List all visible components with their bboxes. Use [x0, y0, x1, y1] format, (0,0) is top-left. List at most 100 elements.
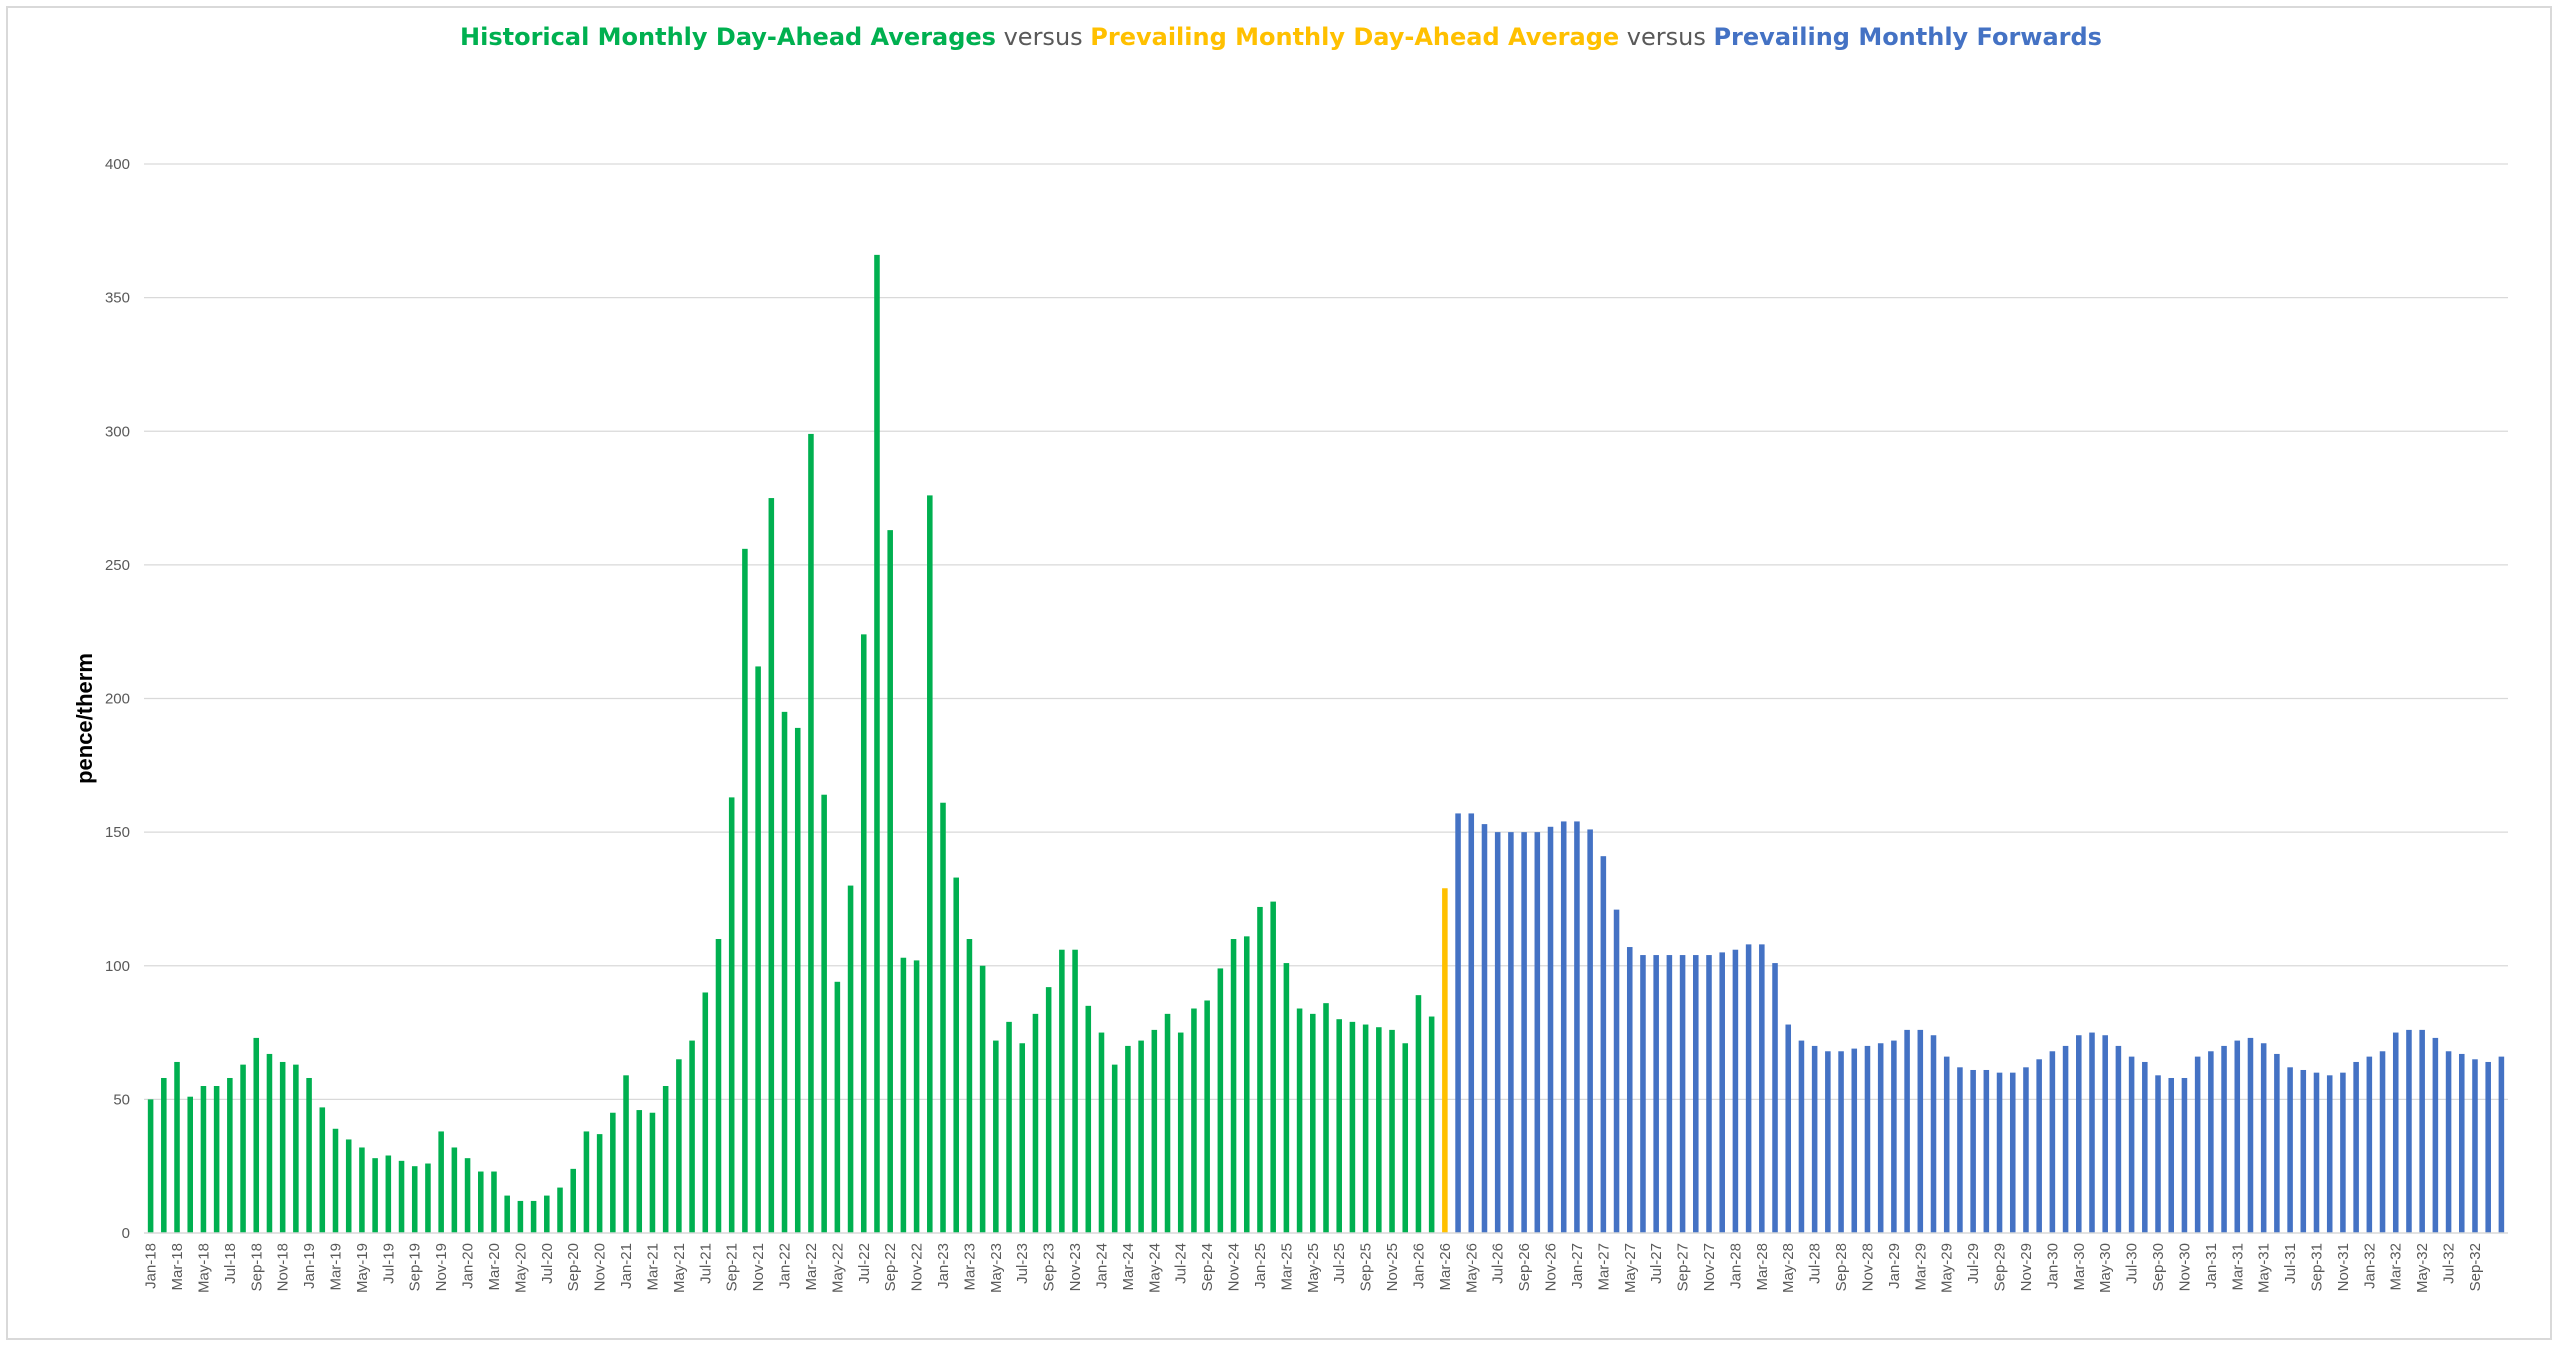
bar: [715, 939, 722, 1233]
bar: [1957, 1067, 1963, 1233]
x-tick-label: Sep-19: [407, 1243, 424, 1291]
x-tick-label: Nov-29: [2018, 1243, 2035, 1291]
bar: [2432, 1037, 2439, 1233]
bar: [979, 965, 986, 1233]
bar: [1798, 1040, 1805, 1233]
bar: [1389, 1029, 1395, 1233]
bar: [1376, 1027, 1382, 1233]
x-tick-label: Jan-23: [935, 1243, 952, 1289]
bar: [200, 1086, 207, 1233]
bar: [385, 1155, 392, 1233]
bar: [1125, 1045, 1131, 1233]
bar: [1296, 1008, 1303, 1233]
x-tick-label: Jul-20: [539, 1243, 556, 1284]
bar: [610, 1112, 616, 1233]
y-tick-label: 150: [105, 824, 130, 841]
x-tick-label: Jan-27: [1569, 1243, 1586, 1289]
bar: [1772, 963, 1778, 1233]
x-tick-label: Jan-32: [2361, 1243, 2378, 1289]
x-tick-label: Mar-31: [2229, 1243, 2246, 1291]
bar: [161, 1077, 167, 1233]
bar: [1455, 813, 1461, 1233]
bar: [1059, 949, 1065, 1233]
bar: [689, 1040, 695, 1233]
x-tick-label: May-32: [2414, 1243, 2431, 1293]
bar: [1693, 955, 1699, 1233]
x-tick-label: Mar-20: [486, 1243, 503, 1291]
bar: [411, 1166, 418, 1233]
bar: [1653, 955, 1659, 1233]
bar: [1970, 1069, 1976, 1233]
bar: [887, 530, 893, 1233]
x-tick-label: Jul-26: [1490, 1243, 1507, 1284]
bar: [676, 1059, 682, 1233]
bar: [187, 1096, 193, 1233]
bar: [2234, 1040, 2241, 1233]
y-tick-label: 400: [105, 156, 130, 173]
bar: [636, 1110, 643, 1233]
y-tick-label: 200: [105, 691, 130, 708]
bar: [1085, 1005, 1092, 1233]
x-tick-label: Nov-26: [1543, 1243, 1560, 1291]
x-tick-label: May-19: [354, 1243, 371, 1293]
x-tick-label: Sep-25: [1358, 1243, 1375, 1291]
bar: [1217, 968, 1224, 1233]
bar: [1032, 1013, 1039, 1233]
bar: [1336, 1019, 1342, 1233]
y-tick-label: 300: [105, 423, 130, 440]
chart-title-part-1: versus: [996, 23, 1090, 51]
x-tick-label: Jul-23: [1014, 1243, 1031, 1284]
x-tick-label: Jan-19: [301, 1243, 318, 1289]
y-tick-label: 250: [105, 557, 130, 574]
x-axis-ticks: Jan-18 Mar-18 May-18 Jul-18 Sep-18 Nov-18 Jan-…: [143, 1243, 2484, 1293]
x-tick-label: May-24: [1146, 1243, 1163, 1293]
bar: [1019, 1043, 1026, 1233]
bar: [2009, 1072, 2016, 1233]
bar: [2247, 1037, 2254, 1233]
x-tick-label: Nov-25: [1384, 1243, 1401, 1291]
chart-frame: Historical Monthly Day-Ahead Averages ve…: [6, 6, 2552, 1340]
x-tick-label: Nov-30: [2176, 1243, 2193, 1291]
bar: [768, 498, 775, 1233]
bar: [1164, 1013, 1171, 1233]
x-tick-label: Sep-20: [565, 1243, 582, 1291]
bar: [2221, 1045, 2227, 1233]
x-tick-label: May-23: [988, 1243, 1005, 1293]
bar: [662, 1086, 669, 1233]
bar: [2472, 1059, 2478, 1233]
bar: [1587, 829, 1593, 1233]
bar: [1719, 952, 1725, 1233]
bar: [2049, 1051, 2056, 1233]
bar: [570, 1168, 576, 1233]
x-tick-label: Jul-21: [697, 1243, 714, 1284]
bar: [1270, 901, 1276, 1233]
x-tick-label: Jul-30: [2124, 1243, 2141, 1284]
x-tick-label: May-29: [1939, 1243, 1956, 1293]
x-tick-label: Nov-24: [1226, 1243, 1243, 1291]
bar: [1864, 1045, 1871, 1233]
bar: [953, 877, 959, 1233]
chart-title-part-2: Prevailing Monthly Day-Ahead Average: [1090, 23, 1619, 51]
x-tick-label: Jan-29: [1886, 1243, 1903, 1289]
bar: [1600, 856, 1607, 1233]
bar: [2366, 1056, 2373, 1233]
bar: [2300, 1069, 2307, 1233]
x-tick-label: May-28: [1780, 1243, 1797, 1293]
x-tick-label: Sep-32: [2467, 1243, 2484, 1291]
bar: [1349, 1021, 1356, 1233]
bar: [544, 1195, 550, 1233]
x-tick-label: Sep-23: [1041, 1243, 1058, 1291]
bar: [1468, 813, 1475, 1233]
bar: [1362, 1024, 1369, 1233]
bar: [2406, 1029, 2412, 1233]
bar: [1626, 947, 1633, 1233]
bar: [2459, 1053, 2465, 1233]
bar: [504, 1195, 510, 1233]
bar: [1891, 1040, 1897, 1233]
bar: [1494, 832, 1501, 1234]
bar: [1930, 1035, 1937, 1233]
x-tick-label: May-20: [512, 1243, 529, 1293]
x-tick-label: Jul-31: [2282, 1243, 2299, 1284]
bar: [1481, 824, 1488, 1233]
x-tick-label: Sep-28: [1833, 1243, 1850, 1291]
